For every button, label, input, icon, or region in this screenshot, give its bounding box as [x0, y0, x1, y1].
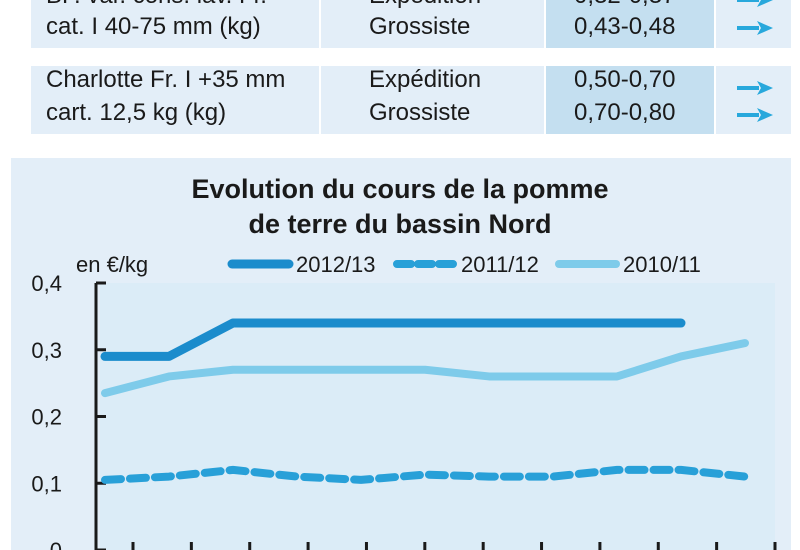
legend-label: 2010/11	[623, 252, 701, 277]
price-value: 0,70-0,80	[574, 99, 676, 126]
stable-arrow-icon	[737, 108, 773, 122]
product-label: cat. I 40-75 mm (kg)	[46, 13, 261, 40]
chart-title-line-2: de terre du bassin Nord	[248, 209, 552, 239]
price-cell	[546, 66, 714, 134]
y-tick-label: 0,2	[31, 405, 62, 430]
price-value: 0,43-0,48	[574, 13, 676, 40]
trend-cell	[716, 0, 791, 48]
price-value: 0,50-0,70	[574, 66, 676, 93]
y-tick-label: 0,4	[31, 271, 62, 296]
price-cell	[546, 0, 714, 48]
legend-label: 2012/13	[296, 252, 376, 277]
stable-arrow-icon	[737, 81, 773, 95]
stage-cell	[321, 0, 544, 48]
price-value: 0,32-0,37	[574, 0, 675, 12]
stage-label: Expédition	[369, 0, 481, 12]
product-label: Charlotte Fr. I +35 mm	[46, 66, 286, 93]
stage-label: Expédition	[369, 66, 482, 93]
y-tick-label: 0	[50, 538, 62, 550]
product-label: cart. 12,5 kg (kg)	[46, 99, 227, 126]
stage-label: Grossiste	[369, 13, 471, 40]
series-line-2010-11	[101, 339, 749, 398]
product-cell	[31, 66, 319, 134]
stage-cell	[321, 66, 544, 134]
trend-cell	[716, 66, 791, 134]
stable-arrow-icon	[737, 0, 773, 7]
product-label: BF. var. cons. lav. Fr.	[46, 0, 267, 12]
series-line-2012-13	[100, 318, 686, 361]
y-tick-label: 0,1	[31, 471, 62, 496]
stage-label: Grossiste	[369, 99, 471, 126]
y-tick-label: 0,3	[31, 338, 62, 363]
product-cell	[31, 0, 319, 48]
legend-label: 2011/12	[461, 252, 539, 277]
y-axis-unit-label: en €/kg	[76, 252, 148, 277]
series-line-2011-12	[101, 465, 749, 484]
stable-arrow-icon	[737, 21, 773, 35]
chart-title-line-1: Evolution du cours de la pomme	[191, 174, 609, 204]
